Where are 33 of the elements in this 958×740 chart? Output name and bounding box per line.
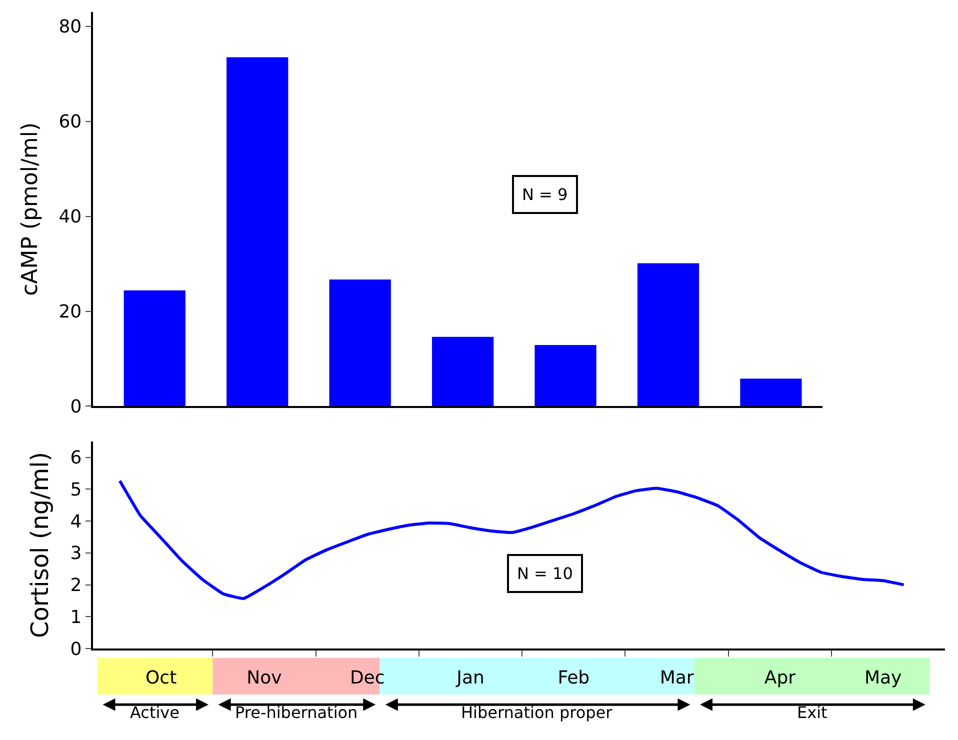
- y-tick-label: 2: [70, 575, 82, 596]
- x-tick-label: Jan: [456, 668, 484, 689]
- x-tick-label: May: [864, 668, 902, 689]
- x-tick-label: Apr: [764, 668, 796, 689]
- text: Active: [130, 703, 180, 722]
- y-axis-title: Cortisol (ng/ml): [26, 452, 54, 638]
- bar: [226, 57, 288, 406]
- y-tick-label: 1: [70, 606, 82, 628]
- y-tick-label: 5: [70, 480, 82, 501]
- bar: [637, 263, 700, 406]
- y-tick-label: 4: [70, 511, 82, 532]
- bar: [534, 344, 596, 406]
- y-tick-label: 60: [58, 112, 82, 133]
- x-tick-label: Feb: [558, 668, 590, 689]
- x-tick-label: Mar: [660, 668, 694, 689]
- annotation: N = 10: [517, 564, 573, 583]
- y-tick-label: 3: [70, 543, 82, 564]
- y-axis-title: cAMP (pmol/ml): [18, 122, 44, 296]
- line-series: [118, 479, 906, 600]
- y-tick-label: 20: [58, 302, 82, 323]
- y-tick-label: 0: [70, 638, 82, 660]
- bar: [124, 290, 186, 406]
- text: Exit: [797, 703, 828, 722]
- annotation: N = 9: [522, 185, 568, 204]
- y-tick-label: 0: [70, 396, 82, 418]
- text: Hibernation proper: [461, 703, 613, 722]
- y-tick-label: 6: [70, 448, 82, 469]
- bar: [740, 378, 802, 406]
- y-tick-label: 80: [58, 16, 82, 38]
- text: Pre-hibernation: [235, 703, 358, 722]
- bar: [432, 336, 494, 406]
- bar: [329, 279, 391, 406]
- y-tick-label: 40: [58, 206, 82, 228]
